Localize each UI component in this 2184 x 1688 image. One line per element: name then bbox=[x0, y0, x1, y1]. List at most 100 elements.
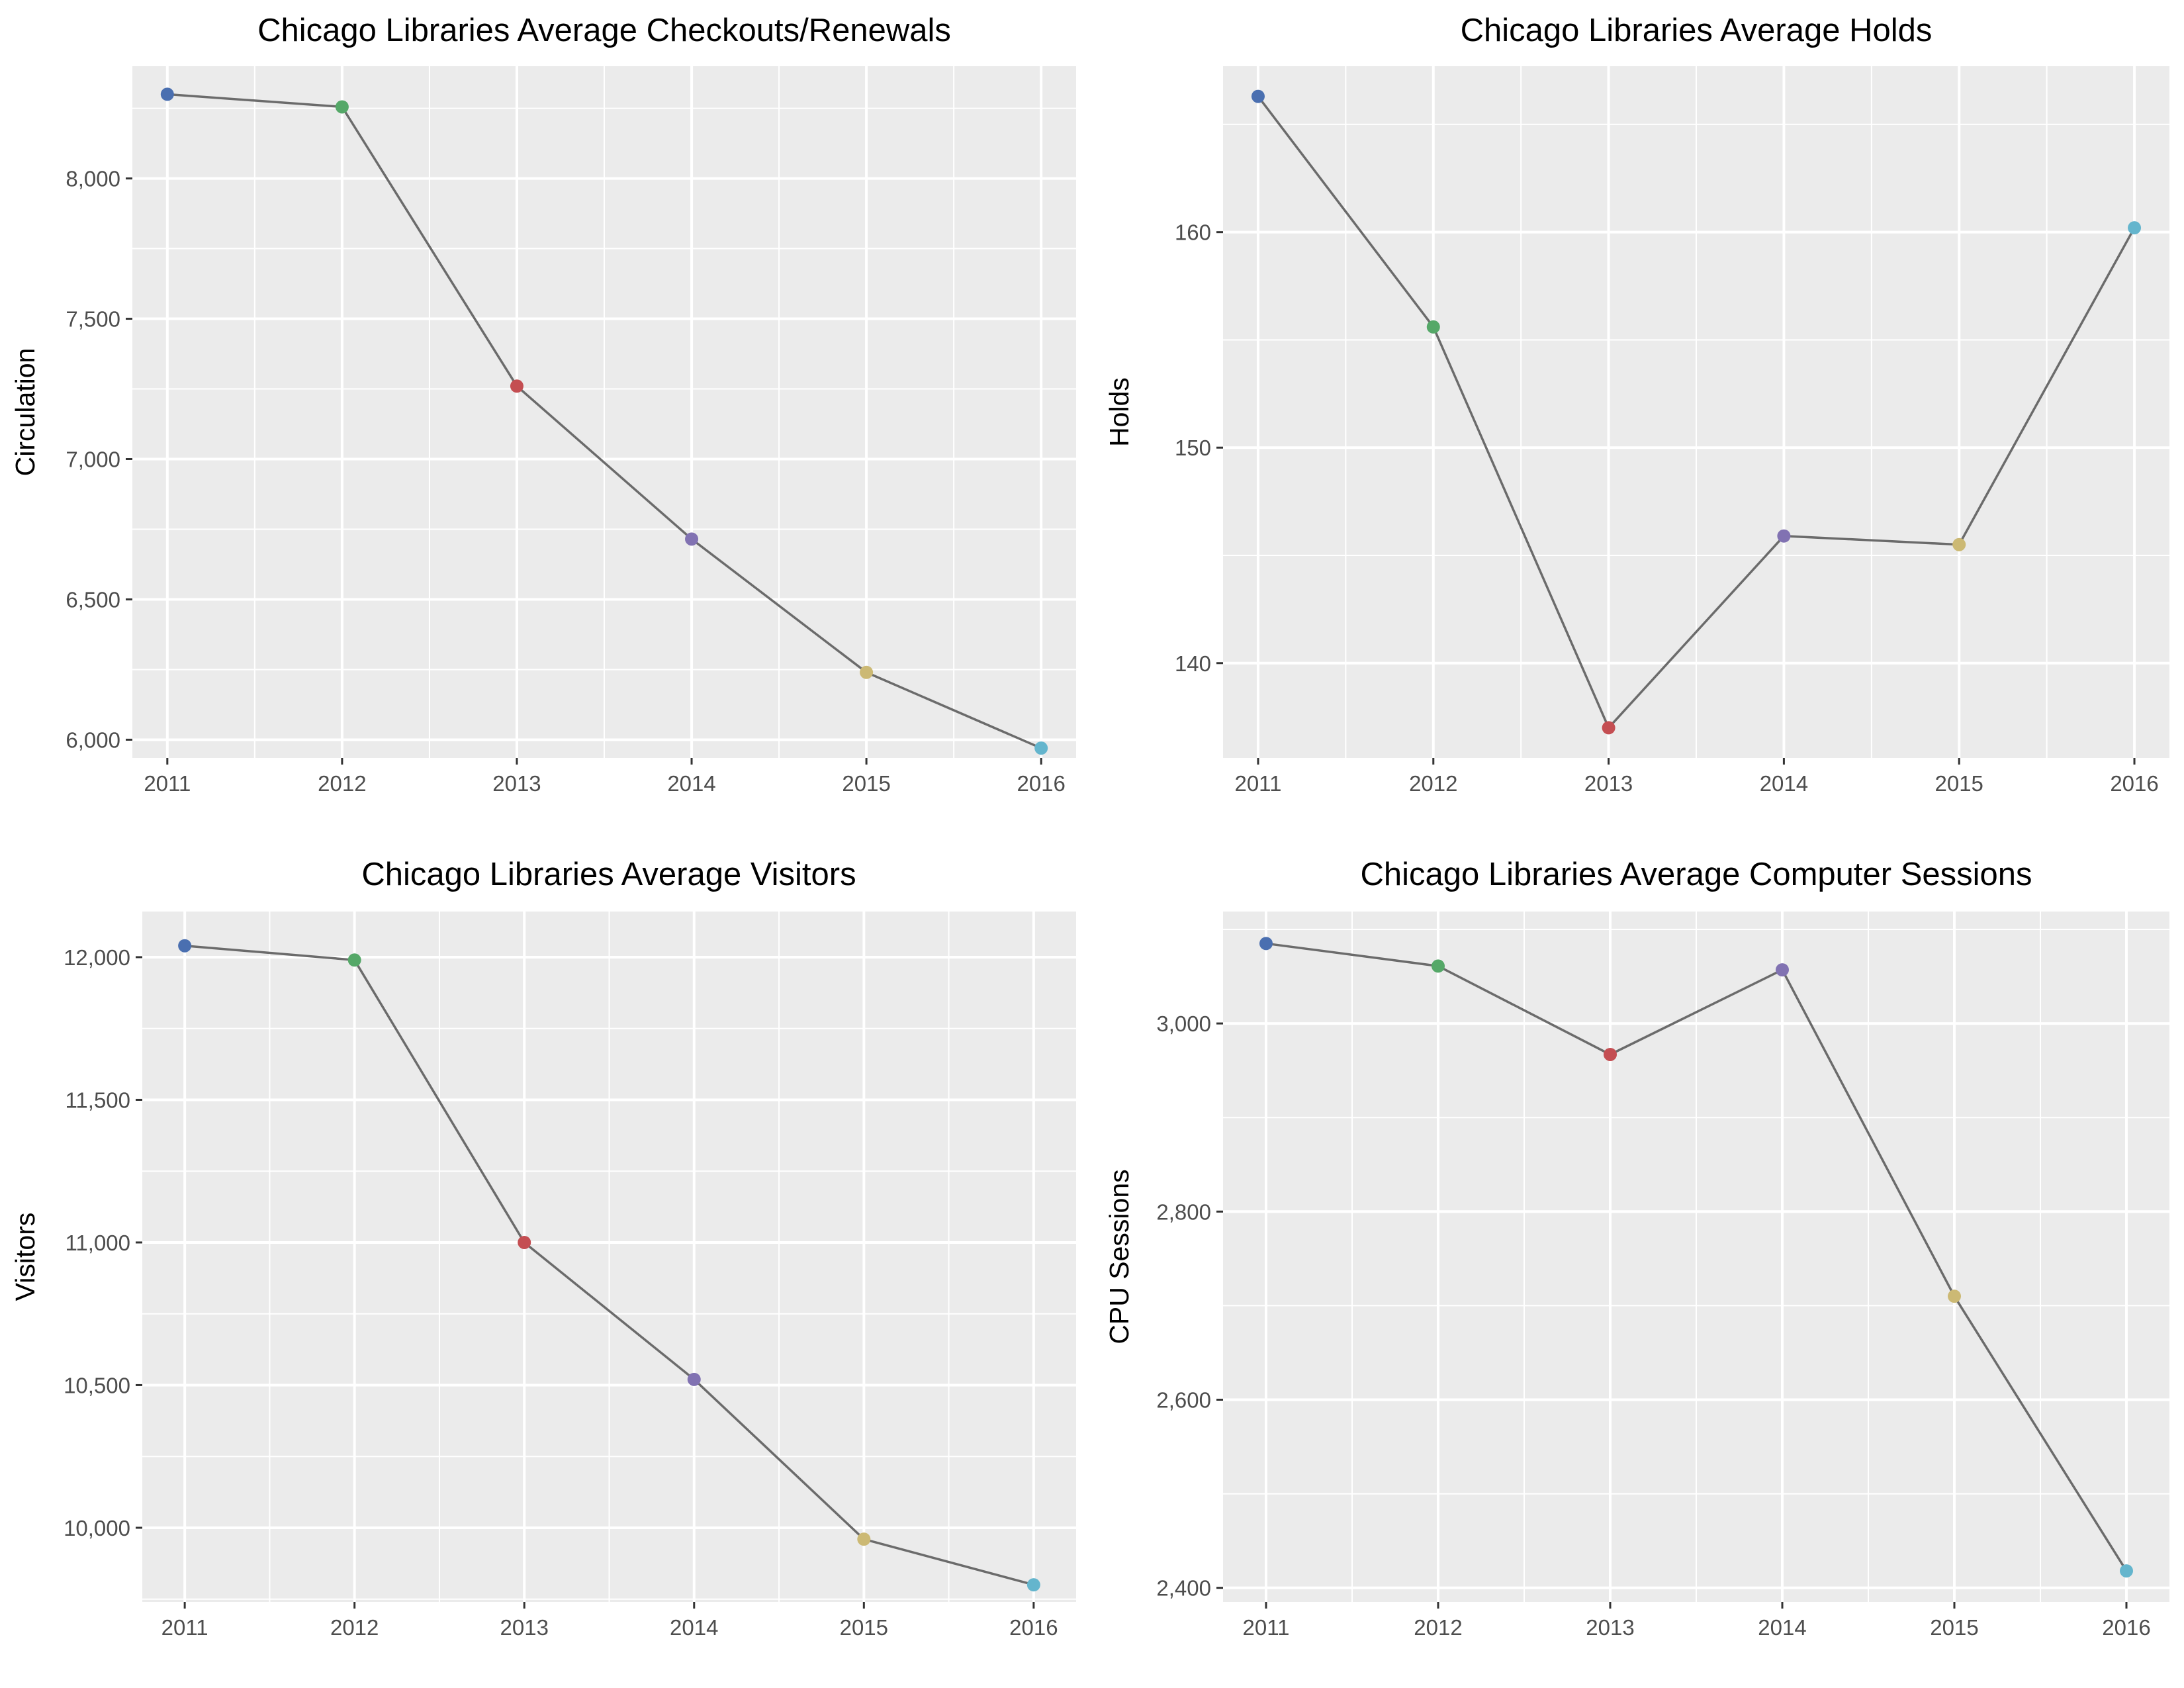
data-point-2016 bbox=[2120, 1564, 2133, 1578]
panel-holds: Chicago Libraries Average Holds Holds 20… bbox=[1104, 13, 2169, 796]
series-points bbox=[160, 87, 1048, 755]
data-point-2012 bbox=[335, 100, 349, 114]
data-point-2015 bbox=[860, 665, 874, 679]
y-tick-label: 11,500 bbox=[66, 1088, 130, 1112]
data-point-2016 bbox=[1034, 741, 1048, 755]
x-tick-label: 2014 bbox=[667, 771, 715, 796]
panel-title: Chicago Libraries Average Checkouts/Rene… bbox=[257, 13, 951, 48]
y-axis-label: CPU Sessions bbox=[1104, 1169, 1134, 1344]
y-axis-label: Holds bbox=[1104, 377, 1134, 447]
y-tick-label: 7,000 bbox=[66, 447, 120, 472]
data-point-2013 bbox=[510, 379, 523, 393]
data-point-2011 bbox=[1251, 89, 1265, 103]
y-axis: 6,000 6,500 7,000 7,500 8,000 bbox=[66, 167, 132, 752]
x-axis: 2011 2012 2013 2014 2015 2016 bbox=[144, 758, 1066, 796]
data-point-2011 bbox=[160, 87, 174, 101]
x-axis: 2011 2012 2013 2014 2015 2016 bbox=[1234, 758, 2159, 796]
x-tick-label: 2014 bbox=[1760, 771, 1808, 796]
x-tick-label: 2015 bbox=[842, 771, 890, 796]
x-tick-label: 2015 bbox=[1935, 771, 1983, 796]
data-point-2016 bbox=[2128, 221, 2142, 235]
data-point-2012 bbox=[1432, 959, 1445, 973]
y-axis: 140 150 160 bbox=[1175, 220, 1223, 676]
x-tick-label: 2012 bbox=[1414, 1615, 1462, 1640]
grid-lines bbox=[1223, 912, 2169, 1602]
grid-lines bbox=[142, 912, 1076, 1602]
series-line bbox=[184, 944, 1034, 1586]
data-point-2014 bbox=[687, 1372, 701, 1386]
x-tick-label: 2015 bbox=[1930, 1615, 1978, 1640]
x-tick-label: 2016 bbox=[1017, 771, 1065, 796]
y-tick-label: 6,500 bbox=[66, 587, 120, 612]
series-polyline bbox=[1265, 942, 2128, 1572]
y-axis: 2,400 2,600 2,800 3,000 bbox=[1156, 1011, 1223, 1601]
data-point-2011 bbox=[1259, 937, 1273, 951]
x-tick-label: 2011 bbox=[1234, 771, 1281, 796]
y-tick-label: 8,000 bbox=[66, 167, 120, 191]
panel-computer-sessions: Chicago Libraries Average Computer Sessi… bbox=[1104, 857, 2169, 1640]
data-point-2011 bbox=[178, 939, 192, 953]
series-polyline bbox=[184, 944, 1034, 1586]
y-tick-label: 2,600 bbox=[1156, 1387, 1211, 1412]
series-line bbox=[1257, 95, 2136, 730]
x-tick-label: 2013 bbox=[1586, 1615, 1634, 1640]
y-axis: 10,000 10,500 11,000 11,500 12,000 bbox=[64, 945, 142, 1540]
data-point-2012 bbox=[347, 953, 361, 967]
x-tick-label: 2014 bbox=[1758, 1615, 1806, 1640]
y-axis-label: Circulation bbox=[10, 348, 40, 477]
data-point-2016 bbox=[1026, 1578, 1040, 1592]
series-points bbox=[178, 939, 1040, 1592]
data-point-2014 bbox=[1776, 963, 1789, 977]
series-line bbox=[1265, 942, 2128, 1572]
x-tick-label: 2013 bbox=[1584, 771, 1633, 796]
y-tick-label: 2,400 bbox=[1156, 1576, 1211, 1601]
grid-lines bbox=[132, 66, 1076, 758]
x-tick-label: 2011 bbox=[161, 1615, 208, 1640]
y-tick-label: 140 bbox=[1175, 651, 1211, 676]
data-point-2015 bbox=[1952, 538, 1966, 551]
panel-checkouts-renewals: Chicago Libraries Average Checkouts/Rene… bbox=[10, 13, 1076, 796]
x-tick-label: 2011 bbox=[144, 771, 191, 796]
y-tick-label: 3,000 bbox=[1156, 1011, 1211, 1036]
x-tick-label: 2012 bbox=[330, 1615, 379, 1640]
data-point-2015 bbox=[1948, 1289, 1961, 1303]
y-tick-label: 11,000 bbox=[66, 1231, 130, 1255]
y-tick-label: 160 bbox=[1175, 220, 1211, 245]
data-point-2014 bbox=[685, 532, 699, 546]
x-tick-label: 2014 bbox=[670, 1615, 718, 1640]
y-tick-label: 7,500 bbox=[66, 307, 120, 332]
series-points bbox=[1259, 937, 2133, 1578]
x-axis: 2011 2012 2013 2014 2015 2016 bbox=[1243, 1602, 2151, 1640]
data-point-2013 bbox=[518, 1235, 531, 1249]
panel-title: Chicago Libraries Average Holds bbox=[1461, 13, 1933, 48]
x-tick-label: 2016 bbox=[2102, 1615, 2150, 1640]
x-axis: 2011 2012 2013 2014 2015 2016 bbox=[161, 1602, 1058, 1640]
data-point-2015 bbox=[857, 1532, 871, 1546]
y-axis-label: Visitors bbox=[10, 1213, 40, 1301]
data-point-2013 bbox=[1602, 721, 1615, 735]
y-tick-label: 12,000 bbox=[64, 945, 130, 970]
panel-title: Chicago Libraries Average Visitors bbox=[361, 857, 856, 892]
data-point-2012 bbox=[1426, 320, 1440, 334]
y-tick-label: 150 bbox=[1175, 436, 1211, 460]
y-tick-label: 2,800 bbox=[1156, 1199, 1211, 1224]
x-tick-label: 2011 bbox=[1243, 1615, 1290, 1640]
series-polyline bbox=[1257, 95, 2136, 730]
x-tick-label: 2013 bbox=[492, 771, 541, 796]
panel-visitors: Chicago Libraries Average Visitors Visit… bbox=[10, 857, 1076, 1640]
series-line bbox=[167, 93, 1042, 749]
x-tick-label: 2012 bbox=[318, 771, 366, 796]
panel-title: Chicago Libraries Average Computer Sessi… bbox=[1360, 857, 2032, 892]
x-tick-label: 2016 bbox=[1009, 1615, 1058, 1640]
x-tick-label: 2015 bbox=[840, 1615, 888, 1640]
y-tick-label: 10,500 bbox=[64, 1373, 130, 1397]
data-point-2013 bbox=[1604, 1047, 1617, 1061]
series-points bbox=[1251, 89, 2142, 735]
series-polyline bbox=[167, 93, 1042, 749]
x-tick-label: 2016 bbox=[2110, 771, 2158, 796]
y-tick-label: 10,000 bbox=[64, 1516, 130, 1540]
y-tick-label: 6,000 bbox=[66, 727, 120, 752]
x-tick-label: 2012 bbox=[1409, 771, 1457, 796]
x-tick-label: 2013 bbox=[500, 1615, 549, 1640]
